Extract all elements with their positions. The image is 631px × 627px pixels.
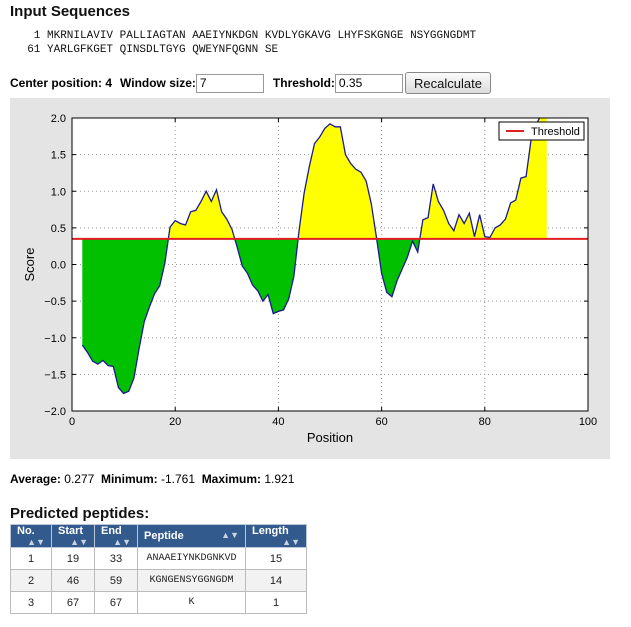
x-tick-label: 20: [169, 416, 181, 428]
input-sequences-title: Input Sequences: [10, 3, 131, 20]
sequence-text: 1 MKRNILAVIV PALLIAGTAN AAEIYNKDGN KVDLY…: [14, 29, 476, 57]
cell-end: 67: [94, 591, 138, 614]
maximum-label: Maximum:: [201, 472, 262, 486]
score-chart: 0 20 40 60 80 100 2.0 1.5 1.0 0.5 0.0 −0.5 −1.0 −1.5 −…: [22, 113, 597, 445]
column-header-end[interactable]: End ▲▼: [94, 524, 138, 548]
y-tick-label: −2.0: [44, 406, 66, 418]
predicted-peptides-title: Predicted peptides:: [10, 505, 150, 522]
x-axis-label: Position: [307, 430, 353, 445]
y-tick-label: 0.0: [51, 260, 66, 272]
y-tick-label: −1.0: [44, 333, 66, 345]
column-header-length[interactable]: Length ▲▼: [245, 524, 307, 548]
sort-icon: ▲▼: [282, 537, 300, 547]
minimum-label: Minimum:: [100, 472, 158, 486]
above-threshold-area: [168, 118, 547, 239]
average-value: 0.277: [64, 472, 95, 486]
threshold-input[interactable]: [334, 73, 403, 93]
legend-box: [498, 121, 585, 141]
sort-icon: ▲▼: [27, 537, 45, 547]
cell-peptide: KGNGENSYGGNGDM: [137, 569, 246, 592]
cell-start: 19: [51, 547, 95, 570]
score-line: [81, 118, 541, 395]
y-tick-label: 1.5: [51, 150, 66, 162]
cell-peptide: ANAAEIYNKDGNKVD: [137, 547, 246, 570]
maximum-value: 1.921: [264, 472, 295, 486]
table-row: 2 46 59 KGNGENSYGGNGDM 14: [10, 569, 307, 592]
peptides-table: No. ▲▼ Start ▲▼ End ▲▼ Peptide ▲▼ Length ▲▼ 1…: [10, 524, 307, 614]
threshold-label: Threshold:: [272, 76, 335, 90]
x-tick-label: 0: [69, 416, 75, 428]
y-tick-label: 0.5: [51, 223, 66, 235]
sequence-line: 1 MKRNILAVIV PALLIAGTAN AAEIYNKDGN KVDLY…: [14, 30, 477, 42]
stats-row: Average: 0.277 Minimum: -1.761 Maximum: …: [10, 472, 294, 486]
center-position-label: Center position: 4: [10, 76, 113, 90]
sort-icon: ▲▼: [113, 537, 131, 547]
recalculate-button[interactable]: Recalculate: [405, 72, 491, 94]
cell-no: 1: [10, 547, 52, 570]
cell-end: 33: [94, 547, 138, 570]
plot-panel: 0 20 40 60 80 100 2.0 1.5 1.0 0.5 0.0 −0.5 −1.0 −1.5 −…: [10, 98, 610, 459]
cell-no: 2: [10, 569, 52, 592]
x-tick-label: 100: [579, 416, 597, 428]
y-axis-label: Score: [22, 248, 37, 282]
sort-icon: ▲▼: [70, 537, 88, 547]
sequence-line: 61 YARLGFKGET QINSDLTGYG QWEYNFQGNN SE: [14, 44, 279, 56]
legend-label: Threshold: [531, 126, 580, 138]
cell-length: 15: [245, 547, 307, 570]
y-tick-label: 1.0: [51, 186, 66, 198]
x-tick-label: 40: [272, 416, 284, 428]
window-size-input[interactable]: [195, 73, 264, 93]
below-threshold-area: [82, 238, 547, 394]
minimum-value: -1.761: [160, 472, 196, 486]
y-tick-label: 2.0: [51, 113, 66, 125]
table-row: 3 67 67 K 1: [10, 591, 307, 614]
y-tick-label: −0.5: [44, 296, 66, 308]
sort-icon: ▲▼: [221, 530, 239, 540]
x-tick-label: 60: [375, 416, 387, 428]
cell-end: 59: [94, 569, 138, 592]
cell-start: 46: [51, 569, 95, 592]
cell-peptide: K: [137, 591, 246, 614]
column-header-start[interactable]: Start ▲▼: [51, 524, 95, 548]
cell-no: 3: [10, 591, 52, 614]
average-label: Average:: [10, 472, 61, 486]
cell-length: 14: [245, 569, 307, 592]
x-tick-label: 80: [479, 416, 491, 428]
column-header-no[interactable]: No. ▲▼: [10, 524, 52, 548]
cell-length: 1: [245, 591, 307, 614]
controls-row: Center position: 4 Window size: Threshol…: [10, 72, 403, 94]
window-size-label: Window size:: [120, 76, 196, 90]
y-tick-label: −1.5: [44, 369, 66, 381]
table-row: 1 19 33 ANAAEIYNKDGNKVD 15: [10, 547, 307, 570]
column-header-peptide[interactable]: Peptide ▲▼: [137, 524, 246, 548]
cell-start: 67: [51, 591, 95, 614]
